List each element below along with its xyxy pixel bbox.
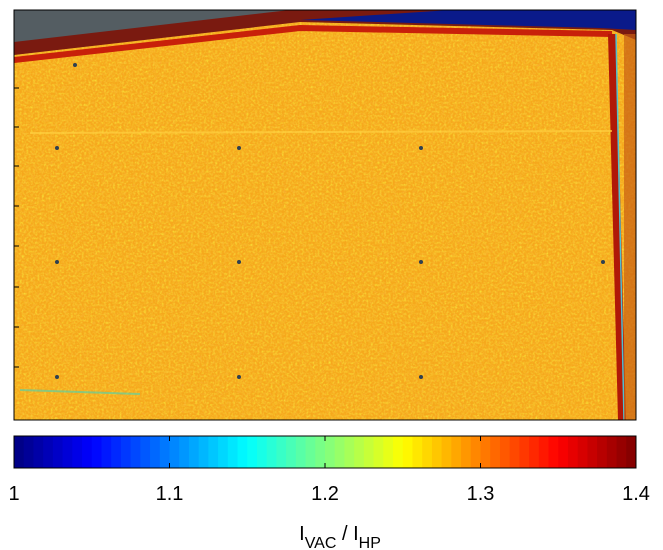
colorbar-swatch <box>402 436 413 468</box>
colorbar-swatch <box>315 436 326 468</box>
colorbar-swatch <box>577 436 588 468</box>
colorbar-swatch <box>52 436 64 468</box>
colorbar-swatch <box>169 436 180 468</box>
colorbar-swatch <box>538 436 550 468</box>
colorbar-swatch <box>344 436 355 468</box>
colorbar-swatch <box>150 436 161 468</box>
colorbar-swatch <box>208 436 219 468</box>
label-text: / I <box>336 523 358 545</box>
colorbar-swatch <box>227 436 239 468</box>
colorbar-tick-label: 1 <box>8 483 19 505</box>
colorbar-swatch <box>393 436 404 468</box>
colorbar-swatch <box>120 436 132 468</box>
colorbar: 1 1.1 1.2 1.3 1.4 <box>8 435 650 505</box>
colorbar-swatch <box>461 436 472 468</box>
colorbar-swatch <box>567 436 579 468</box>
colorbar-swatch <box>256 436 268 468</box>
colorbar-swatch <box>451 436 462 468</box>
colorbar-swatch <box>606 436 618 468</box>
colorbar-swatch <box>325 436 336 468</box>
colorbar-swatch <box>43 436 54 468</box>
colorbar-swatch <box>188 436 200 468</box>
colorbar-swatch <box>490 436 501 468</box>
colorbar-swatch <box>431 436 443 468</box>
colorbar-label: IVAC / IHP <box>299 523 381 550</box>
colorbar-swatch <box>363 436 375 468</box>
axes-box <box>13 9 637 421</box>
colorbar-swatch <box>295 436 307 468</box>
colorbar-swatch <box>616 436 627 468</box>
colorbar-tick-label: 1.2 <box>311 483 339 505</box>
colorbar-swatch <box>218 436 229 468</box>
colorbar-swatch <box>14 436 25 468</box>
colorbar-swatch <box>23 436 34 468</box>
colorbar-swatch <box>101 436 112 468</box>
colorbar-swatch <box>519 436 530 468</box>
colorbar-swatch <box>441 436 452 468</box>
colorbar-swatch <box>91 436 102 468</box>
colorbar-swatch <box>499 436 511 468</box>
colorbar-swatch <box>130 436 141 468</box>
label-subscript: VAC <box>305 535 337 550</box>
colorbar-swatch <box>305 436 316 468</box>
colorbar-swatch <box>334 436 345 468</box>
colorbar-swatch <box>373 436 384 468</box>
colorbar-swatch <box>247 436 258 468</box>
colorbar-swatch <box>72 436 83 468</box>
colorbar-swatch <box>237 436 248 468</box>
image <box>14 10 636 420</box>
colorbar-swatch <box>509 436 520 468</box>
colorbar-swatch <box>558 436 569 468</box>
colorbar-swatch <box>529 436 540 468</box>
colorbar-tick-label: 1.4 <box>622 483 650 505</box>
colorbar-swatch <box>266 436 277 468</box>
colorbar-tick-label: 1.1 <box>156 483 184 505</box>
colorbar-swatch <box>198 436 209 468</box>
colorbar-swatch <box>470 436 481 468</box>
colorbar-swatch <box>179 436 190 468</box>
colorbar-swatch <box>286 436 297 468</box>
colorbar-swatch <box>140 436 151 468</box>
label-text: I <box>299 523 305 545</box>
axis-ticks <box>14 87 19 368</box>
colorbar-swatch <box>626 436 637 468</box>
colorbar-swatch <box>159 436 170 468</box>
colorbar-swatch <box>548 436 559 468</box>
colorbar-swatch <box>82 436 93 468</box>
colorbar-swatch <box>111 436 122 468</box>
colorbar-swatch <box>62 436 73 468</box>
colorbar-swatch <box>276 436 287 468</box>
colorbar-swatch <box>354 436 365 468</box>
colorbar-swatch <box>587 436 598 468</box>
colorbar-tick-label: 1.3 <box>467 483 495 505</box>
colorbar-swatch <box>597 436 608 468</box>
colorbar-swatch <box>383 436 394 468</box>
label-subscript: HP <box>359 535 381 550</box>
colorbar-swatch <box>412 436 423 468</box>
colorbar-swatch <box>480 436 491 468</box>
colorbar-swatch <box>422 436 433 468</box>
colorbar-swatch <box>33 436 44 468</box>
